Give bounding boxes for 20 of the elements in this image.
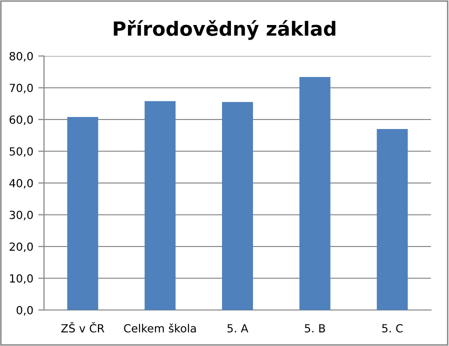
y-tick-label: 20,0 <box>10 242 33 252</box>
x-tick-label: 5. C <box>382 324 403 332</box>
y-tick-label: 80,0 <box>10 52 33 62</box>
y-tick-label: 30,0 <box>10 210 33 220</box>
x-tick-label: Celkem škola <box>124 323 196 332</box>
x-tick-label: 5. B <box>304 324 325 332</box>
y-tick-label: 40,0 <box>9 178 33 189</box>
x-tick-label: ZŠ v ČR <box>61 322 104 332</box>
y-tick-label: 0,0 <box>16 306 33 316</box>
y-tick-label: 70,0 <box>10 84 33 94</box>
y-tick-label: 10,0 <box>10 274 33 284</box>
bar <box>67 116 98 310</box>
chart-title: Přírodovědný základ <box>114 20 336 40</box>
y-tick-label: 50,0 <box>10 147 33 157</box>
y-tick-label: 60,0 <box>10 115 33 126</box>
x-tick-label: 5. A <box>227 324 248 332</box>
bar <box>144 101 176 310</box>
bar <box>376 129 408 310</box>
bar <box>299 76 330 310</box>
bar <box>222 102 253 310</box>
